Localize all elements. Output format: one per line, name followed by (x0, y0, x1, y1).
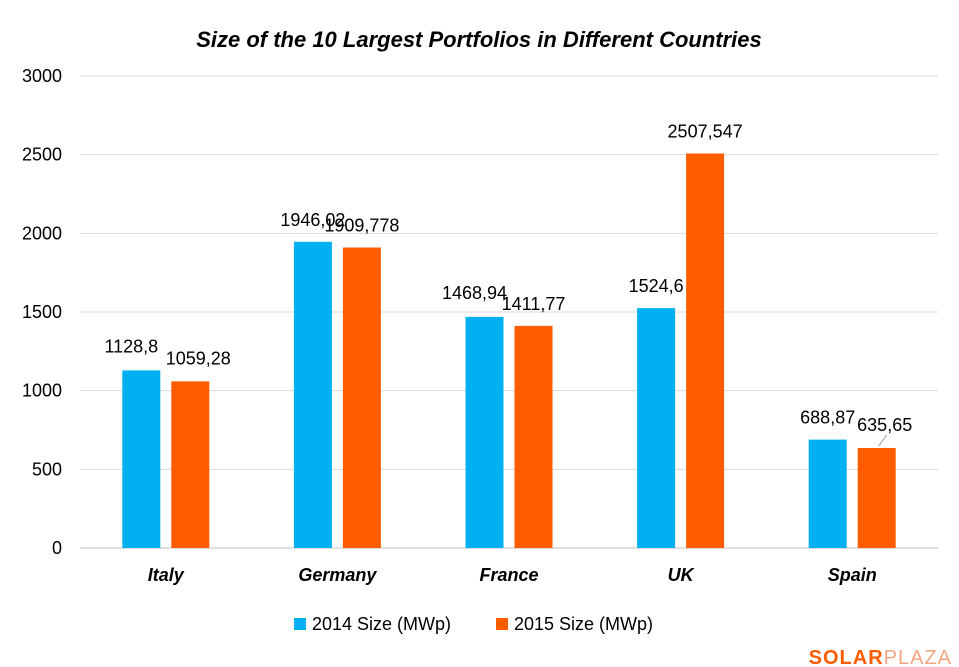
data-label: 1411,77 (502, 294, 566, 314)
legend-swatch (496, 618, 508, 630)
x-axis-categories: Italy Germany France UK Spain (148, 565, 877, 585)
y-tick-label: 0 (52, 538, 62, 558)
legend: 2014 Size (MWp) 2015 Size (MWp) (294, 614, 653, 634)
x-category-label: Germany (298, 565, 377, 585)
data-label: 1909,778 (324, 216, 399, 236)
logo-sun-o: O (823, 647, 840, 667)
bar-uk-2015 (686, 153, 725, 548)
data-label: 1128,8 (104, 336, 158, 356)
y-tick-label: 2000 (22, 223, 62, 243)
x-category-label: UK (668, 565, 696, 585)
bar-uk-2014 (637, 308, 676, 548)
data-label: 1059,28 (166, 348, 231, 368)
legend-swatch (294, 618, 306, 630)
y-tick-label: 3000 (22, 66, 62, 86)
bar-germany-2014 (293, 241, 332, 549)
logo-text-lar: LAR (840, 647, 884, 667)
bar-italy-2014 (122, 370, 161, 548)
data-label: 1946,02 (280, 210, 345, 230)
x-category-label: Italy (148, 565, 185, 585)
bars (122, 153, 896, 549)
svg-text:SOLARPLAZA: SOLARPLAZA (809, 647, 952, 667)
bar-spain-2015 (857, 447, 896, 548)
x-category-label: France (479, 565, 538, 585)
y-axis-ticks: 0 500 1000 1500 2000 2500 3000 (22, 66, 62, 558)
y-tick-label: 2500 (22, 145, 62, 165)
logo-letter-s: S (809, 647, 823, 667)
leader-line (878, 434, 888, 447)
bar-germany-2015 (342, 247, 381, 548)
logo-text-plaza: PLAZA (884, 647, 952, 667)
legend-label: 2015 Size (MWp) (514, 614, 653, 634)
bar-france-2014 (465, 316, 504, 548)
data-label: 1468,94 (442, 283, 507, 303)
data-label: 688,87 (800, 408, 855, 428)
gridlines (80, 75, 938, 549)
bar-italy-2015 (171, 381, 210, 548)
data-label: 635,65 (857, 415, 912, 435)
solarplaza-logo: SOLARPLAZA (809, 647, 952, 667)
data-label: 1524,6 (629, 276, 684, 296)
bar-spain-2014 (808, 439, 847, 548)
bar-france-2015 (514, 325, 553, 548)
y-tick-label: 1000 (22, 381, 62, 401)
legend-label: 2014 Size (MWp) (312, 614, 451, 634)
chart-title: Size of the 10 Largest Portfolios in Dif… (196, 27, 762, 52)
x-category-label: Spain (828, 565, 877, 585)
y-tick-label: 1500 (22, 302, 62, 322)
data-label: 2507,547 (668, 121, 743, 141)
y-tick-label: 500 (32, 459, 62, 479)
